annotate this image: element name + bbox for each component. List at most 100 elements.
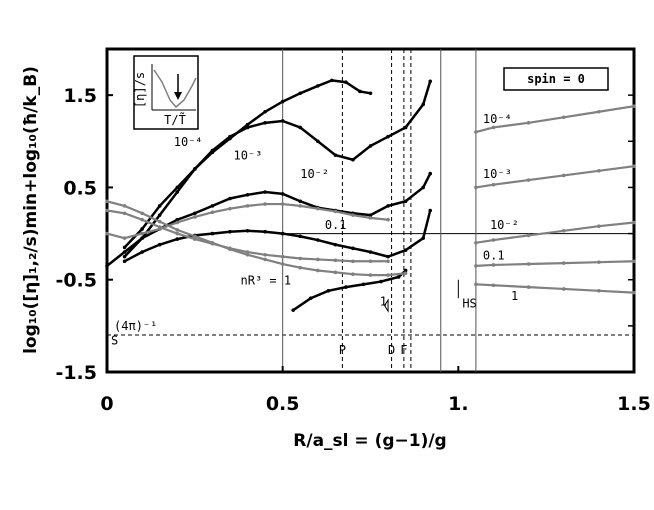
curve-label: 10⁻² (300, 167, 329, 181)
data-point (122, 236, 127, 240)
data-point (122, 254, 127, 259)
point-label: HS (462, 296, 476, 310)
series-3 (122, 208, 433, 264)
data-point (228, 247, 232, 252)
data-point (157, 242, 162, 247)
data-point (210, 231, 215, 236)
data-point (561, 229, 566, 233)
data-point (597, 109, 601, 114)
data-point (428, 208, 433, 213)
point-label: S (111, 333, 118, 347)
series-line (475, 165, 635, 189)
data-point (403, 199, 408, 204)
data-point (491, 283, 496, 288)
data-point (245, 122, 250, 127)
data-point (421, 236, 426, 240)
series-line (475, 105, 635, 134)
data-point (368, 216, 373, 220)
data-point (280, 231, 285, 236)
data-point (280, 202, 285, 206)
data-point (157, 204, 162, 208)
ticks-layer: 0 0.5 1. 1.5 1.5 0.5 -0.5 -1.5 (55, 48, 651, 415)
y-tick-label: -0.5 (55, 270, 97, 292)
data-point (368, 259, 373, 264)
curve-label: 0.1 (483, 248, 505, 262)
curve-label: 0.1 (325, 218, 347, 232)
data-point (228, 134, 232, 139)
data-point (280, 254, 285, 259)
data-point (368, 144, 373, 148)
curve-label: 10⁻⁴ (483, 112, 512, 126)
data-point (228, 206, 232, 211)
data-point (632, 259, 636, 264)
data-point (228, 196, 232, 201)
data-point (597, 260, 601, 264)
data-point (330, 78, 334, 83)
curve-label: 10⁻² (490, 218, 519, 232)
data-point (386, 217, 390, 222)
y-tick-label: 0.5 (63, 177, 97, 199)
series-0 (122, 78, 373, 250)
x-tick-label: 1.5 (617, 393, 651, 415)
data-point (263, 202, 267, 206)
data-point (280, 262, 285, 266)
data-point (351, 259, 355, 264)
data-point (597, 169, 601, 173)
data-point (280, 192, 285, 196)
data-point (386, 204, 390, 208)
data-point (526, 178, 531, 182)
curve-label: nR³ = 1 (241, 273, 292, 287)
data-point (298, 199, 303, 204)
data-point (228, 229, 232, 234)
data-point (403, 248, 408, 252)
data-point (193, 234, 197, 239)
labels-layer: (4π)⁻¹ P D F S HS 1 10⁻⁴ 10⁻³ 10⁻² 0.1 nR³ = 1 10⁻⁴ 1… (111, 112, 519, 357)
data-point (597, 224, 601, 228)
data-point (316, 257, 320, 262)
data-point (474, 264, 478, 268)
data-point (326, 288, 331, 293)
data-point (491, 182, 496, 187)
y-axis-title: log₁₀([η]₁,₂/s)min+log₁₀(ħ/k_B) (21, 66, 41, 354)
data-point (298, 204, 303, 208)
series-line (475, 221, 635, 244)
data-point (333, 209, 338, 214)
data-point (396, 275, 401, 279)
data-point (140, 227, 144, 231)
series-8 (474, 104, 636, 134)
data-point (245, 252, 250, 257)
data-point (245, 250, 250, 254)
data-point (140, 250, 144, 254)
data-point (263, 109, 267, 114)
data-point (474, 241, 478, 245)
data-point (140, 217, 144, 222)
data-point (263, 252, 267, 257)
data-point (263, 190, 267, 194)
series-4 (291, 268, 408, 312)
data-point (421, 185, 426, 190)
data-point (291, 308, 296, 312)
data-point (333, 153, 338, 157)
data-point (175, 190, 180, 194)
data-point (386, 259, 390, 264)
data-point (386, 254, 390, 259)
series-6 (105, 208, 390, 264)
vertical-marker-label: F (400, 343, 407, 357)
data-point (368, 91, 373, 96)
data-point (122, 204, 127, 208)
data-point (210, 210, 215, 215)
data-point (403, 268, 408, 273)
data-point (386, 134, 390, 139)
data-point (193, 215, 197, 219)
data-point (122, 211, 127, 216)
curve-label: 10⁻³ (483, 167, 512, 181)
data-point (280, 119, 285, 123)
data-point (561, 115, 566, 120)
data-point (175, 228, 180, 232)
data-point (561, 287, 566, 291)
data-point (351, 272, 355, 276)
data-point (351, 157, 355, 162)
data-point (316, 238, 320, 242)
data-point (245, 193, 250, 197)
